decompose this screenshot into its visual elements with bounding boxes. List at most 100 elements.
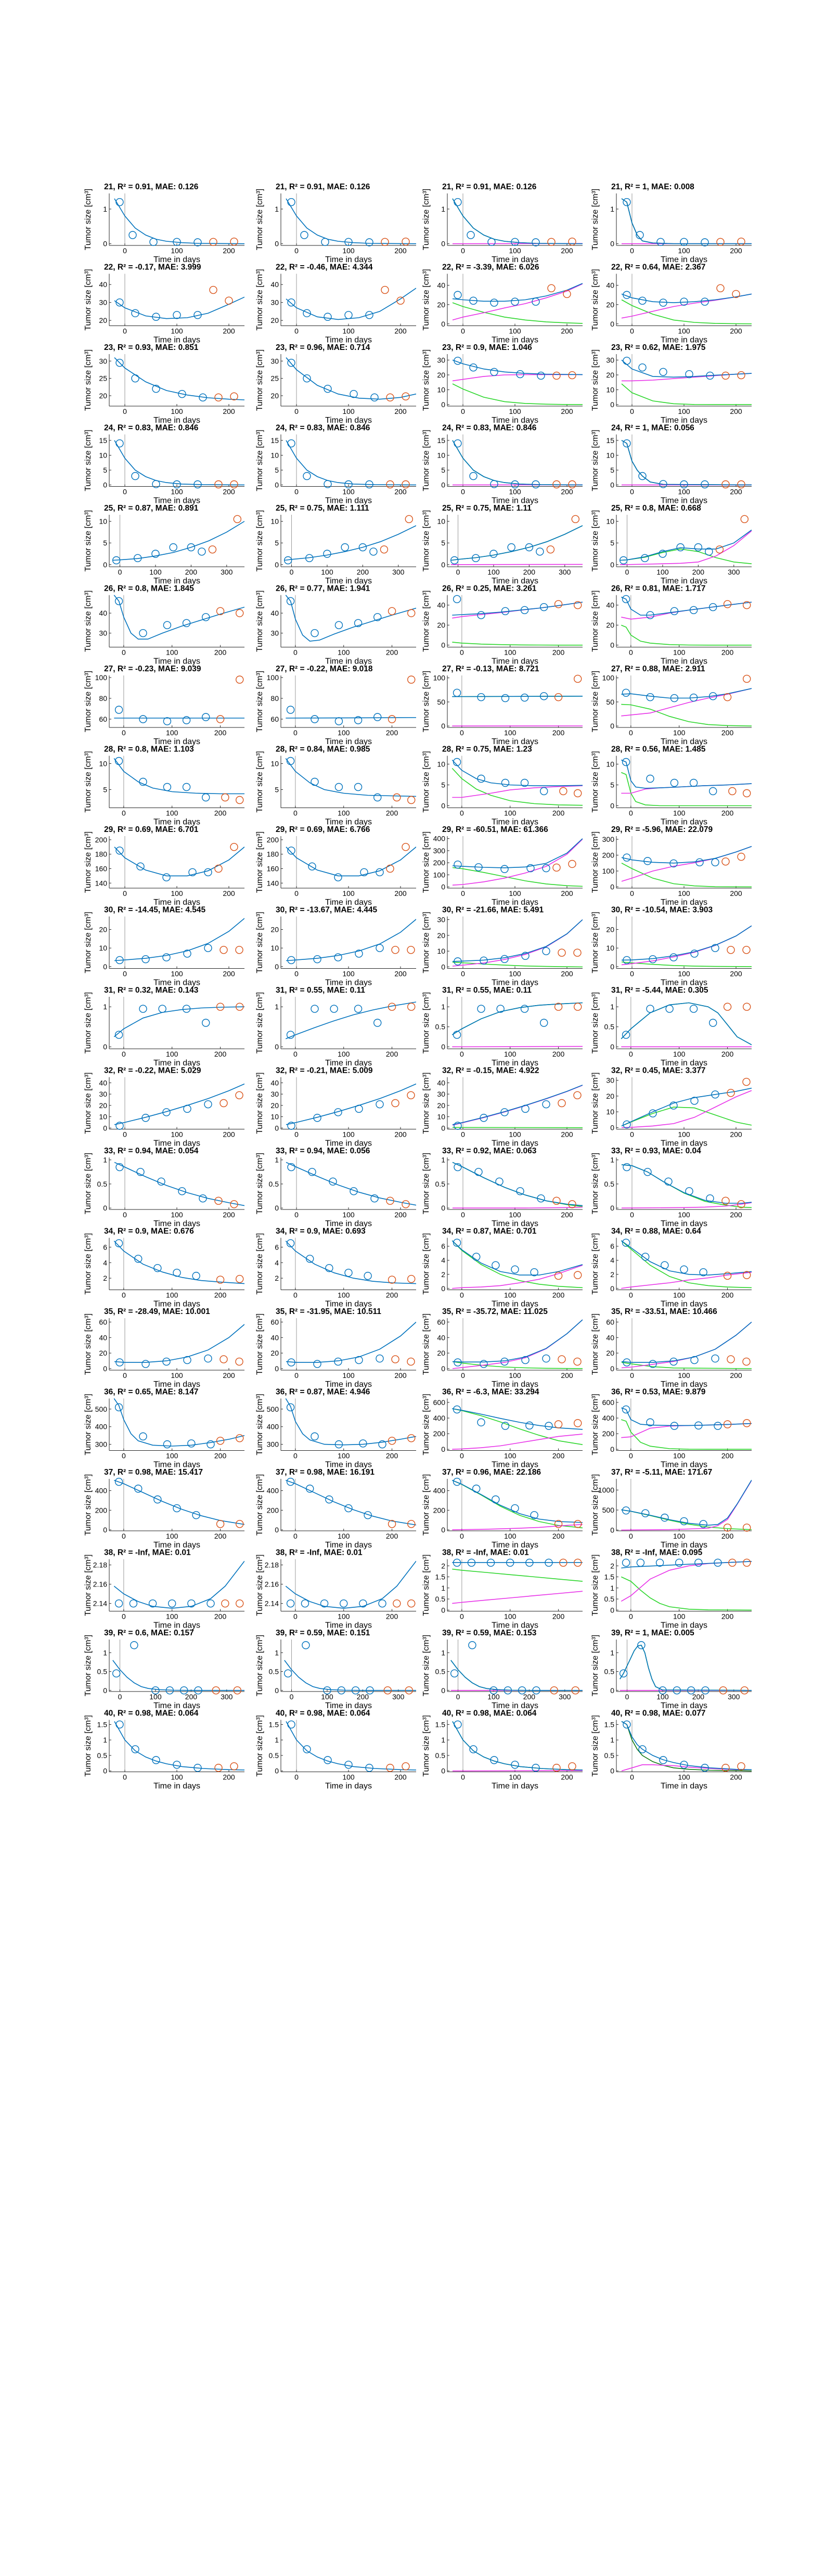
- observed-point: [477, 774, 485, 783]
- holdout-point: [208, 545, 217, 554]
- y-tick-label: 10: [270, 944, 279, 952]
- observed-point: [163, 717, 172, 725]
- observed-point: [685, 370, 693, 379]
- observed-point: [500, 955, 509, 964]
- x-axis-label: Time in days: [325, 1461, 372, 1469]
- y-tick-label: 2.14: [265, 1599, 279, 1608]
- observed-point: [114, 1239, 123, 1247]
- x-tick-label: 0: [460, 1050, 464, 1058]
- x-tick-label: 100: [673, 1532, 686, 1540]
- y-tick-label: 10: [99, 944, 107, 952]
- holdout-point: [391, 1099, 399, 1108]
- y-tick-label: 30: [99, 298, 107, 307]
- x-tick-label: 0: [122, 728, 126, 737]
- observed-point: [303, 374, 311, 383]
- holdout-point: [233, 515, 242, 524]
- x-axis-label: Time in days: [153, 1782, 200, 1791]
- holdout-point: [407, 1274, 416, 1283]
- fit-line-total: [621, 1561, 752, 1569]
- y-tick-label: 5: [441, 781, 445, 789]
- observed-point: [622, 688, 630, 697]
- holdout-point: [386, 480, 394, 489]
- observed-point: [453, 1558, 461, 1567]
- observed-point: [344, 1761, 353, 1769]
- holdout-point: [230, 843, 238, 851]
- x-tick-label: 100: [338, 1452, 350, 1460]
- chart-title: 31, R² = 0.32, MAE: 0.143: [104, 986, 199, 995]
- x-tick-label: 200: [730, 407, 742, 415]
- y-tick-label: 20: [99, 316, 107, 324]
- y-tick-label: 30: [437, 1090, 445, 1098]
- x-tick-label: 200: [730, 488, 742, 496]
- chart-title: 34, R² = 0.9, MAE: 0.676: [104, 1227, 194, 1236]
- observed-point: [518, 1686, 526, 1695]
- observed-point: [501, 1422, 510, 1430]
- fit-line-total: [114, 296, 244, 319]
- observed-point: [504, 1686, 512, 1695]
- x-tick-label: 0: [629, 809, 633, 817]
- fit-line-resistant: [621, 1321, 752, 1369]
- x-tick-label: 0: [461, 1130, 465, 1139]
- x-axis-label: Time in days: [492, 1541, 538, 1550]
- x-tick-label: 0: [123, 1130, 127, 1139]
- y-axis-label: Tumor size [cm³]: [422, 992, 431, 1054]
- observed-point: [532, 238, 540, 246]
- chart-title: 35, R² = -28.49, MAE: 10.001: [104, 1307, 210, 1316]
- observed-point: [454, 291, 462, 299]
- chart-title: 38, R² = -Inf, MAE: 0.01: [276, 1549, 363, 1557]
- y-tick-label: 5: [610, 466, 614, 474]
- y-axis-label: Tumor size [cm³]: [84, 510, 93, 572]
- observed-point: [376, 1354, 384, 1363]
- y-tick-label: 0: [441, 240, 445, 248]
- fit-line-sensitive: [452, 302, 583, 324]
- x-axis-label: Time in days: [492, 898, 538, 907]
- x-tick-label: 300: [392, 568, 405, 576]
- fit-line-total: [114, 1324, 244, 1363]
- y-tick-label: 20: [437, 931, 445, 940]
- y-tick-label: 100: [602, 867, 615, 875]
- observed-point: [373, 1019, 382, 1027]
- observed-point: [165, 1686, 174, 1695]
- y-axis-label: Tumor size [cm³]: [591, 671, 600, 733]
- observed-point: [324, 313, 332, 321]
- y-tick-label: 40: [270, 280, 279, 289]
- x-tick-label: 100: [166, 1291, 178, 1299]
- x-tick-label: 200: [561, 407, 573, 415]
- observed-point: [623, 357, 631, 365]
- y-tick-label: 300: [602, 835, 615, 843]
- holdout-point: [574, 1003, 582, 1011]
- y-axis-label: Tumor size [cm³]: [255, 349, 264, 411]
- x-tick-label: 100: [678, 1130, 690, 1139]
- observed-point: [641, 554, 649, 563]
- x-tick-label: 200: [552, 809, 565, 817]
- observed-point: [453, 1477, 461, 1486]
- holdout-point: [737, 371, 745, 380]
- observed-point: [486, 1558, 495, 1567]
- observed-point: [354, 716, 363, 724]
- observed-point: [204, 1354, 212, 1363]
- observed-point: [490, 298, 498, 307]
- y-tick-label: 40: [270, 1078, 279, 1087]
- chart-title: 26, R² = 0.81, MAE: 1.717: [611, 584, 705, 593]
- holdout-point: [402, 1762, 410, 1771]
- y-tick-label: 40: [270, 1333, 279, 1342]
- observed-point: [153, 1264, 162, 1272]
- y-tick-label: 0: [103, 1767, 107, 1775]
- y-tick-label: 20: [606, 371, 614, 379]
- observed-point: [287, 1720, 295, 1729]
- observed-point: [454, 1163, 462, 1172]
- y-tick-label: 0: [441, 481, 445, 489]
- x-axis-label: Time in days: [492, 577, 538, 586]
- observed-point: [139, 629, 147, 638]
- observed-point: [173, 1761, 181, 1769]
- observed-point: [157, 1177, 165, 1186]
- chart-title: 32, R² = 0.45, MAE: 3.377: [611, 1066, 705, 1075]
- observed-point: [705, 548, 713, 556]
- observed-point: [152, 480, 160, 488]
- x-tick-label: 100: [338, 1612, 350, 1621]
- x-axis-label: Time in days: [153, 497, 200, 505]
